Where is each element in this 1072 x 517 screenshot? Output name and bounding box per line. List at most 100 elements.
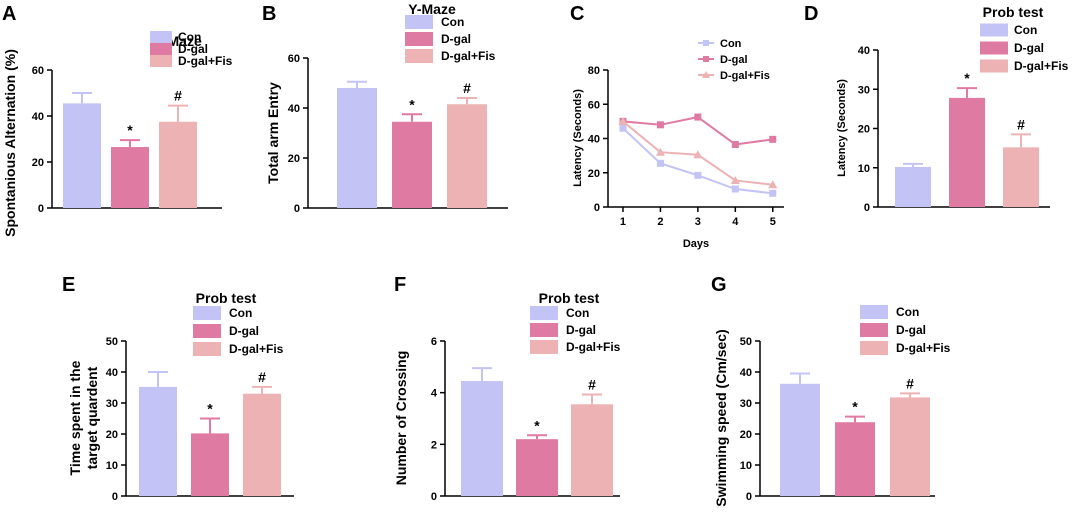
y-tick-label: 40 bbox=[106, 367, 118, 379]
legend-label: D-gal+Fis bbox=[229, 342, 284, 356]
x-tick-label: 5 bbox=[770, 216, 776, 228]
significance-star: * bbox=[852, 399, 858, 415]
legend-swatch bbox=[980, 59, 1008, 73]
significance-star: * bbox=[207, 401, 213, 417]
legend-label: D-gal+Fis bbox=[720, 70, 770, 82]
significance-star: * bbox=[127, 122, 133, 138]
legend-swatch bbox=[530, 323, 558, 337]
x-tick-label: 3 bbox=[695, 216, 701, 228]
y-tick-label: 40 bbox=[858, 45, 870, 57]
legend-label: Con bbox=[441, 15, 464, 29]
y-tick-label: 60 bbox=[32, 65, 44, 77]
data-point bbox=[656, 121, 664, 129]
y-tick-label: 50 bbox=[106, 336, 118, 348]
y-axis-title: Time spent in thetarget quardent bbox=[67, 360, 100, 475]
panel-letter: F bbox=[394, 274, 406, 296]
y-tick-label: 20 bbox=[588, 168, 600, 180]
y-tick-label: 30 bbox=[740, 398, 752, 410]
data-point bbox=[656, 159, 664, 167]
y-axis-title: Latency (Seconds) bbox=[572, 89, 584, 187]
y-tick-label: 0 bbox=[294, 203, 300, 215]
significance-star: * bbox=[964, 70, 970, 86]
significance-hash: # bbox=[906, 375, 914, 391]
y-tick-label: 2 bbox=[431, 439, 437, 451]
data-point bbox=[694, 113, 702, 121]
x-axis-title: Days bbox=[683, 238, 709, 250]
y-tick-label: 40 bbox=[588, 134, 600, 146]
legend-label: D-gal+Fis bbox=[896, 341, 951, 355]
bar-d-gal bbox=[835, 422, 875, 496]
panel-letter: G bbox=[711, 274, 727, 296]
significance-hash: # bbox=[174, 88, 182, 104]
y-axis-title: Total arm Entry bbox=[265, 82, 281, 184]
bar-con bbox=[139, 386, 177, 496]
panel-e: E Prob test 0 10 20 30 40 50 Time spent in theta… bbox=[62, 274, 294, 503]
legend-swatch bbox=[150, 55, 172, 67]
panel-d: D Prob test 0 10 20 30 40 Latency (Seconds) * # Co… bbox=[804, 3, 1069, 214]
data-point bbox=[731, 185, 739, 193]
legend-label: D-gal bbox=[1014, 41, 1044, 55]
bar-d-gal bbox=[949, 97, 985, 207]
legend-swatch bbox=[193, 306, 221, 320]
bar-con bbox=[780, 383, 820, 496]
legend-label: D-gal bbox=[566, 323, 596, 337]
bar-con bbox=[895, 166, 931, 207]
chart-title: Prob test bbox=[196, 290, 257, 306]
y-tick-label: 50 bbox=[740, 336, 752, 348]
legend-label: Con bbox=[229, 306, 252, 320]
y-tick-label: 0 bbox=[38, 203, 44, 215]
data-point bbox=[731, 140, 739, 148]
significance-hash: # bbox=[463, 80, 471, 96]
bar-con bbox=[337, 88, 377, 208]
y-tick-label: 20 bbox=[106, 429, 118, 441]
legend-swatch bbox=[405, 49, 433, 63]
legend-swatch bbox=[193, 324, 221, 338]
y-tick-label: 4 bbox=[431, 388, 438, 400]
legend-label: D-gal bbox=[178, 42, 208, 56]
y-tick-label: 40 bbox=[288, 103, 300, 115]
legend-swatch bbox=[980, 41, 1008, 55]
legend-label: D-gal bbox=[229, 324, 259, 338]
significance-hash: # bbox=[588, 376, 596, 392]
panel-letter: A bbox=[2, 3, 16, 25]
panel-letter: D bbox=[804, 3, 818, 25]
legend-swatch bbox=[860, 323, 888, 337]
y-tick-label: 0 bbox=[594, 202, 600, 214]
legend-label: Con bbox=[566, 306, 589, 320]
legend-label: D-gal bbox=[441, 32, 471, 46]
legend-label: Con bbox=[178, 30, 201, 44]
data-point bbox=[768, 180, 778, 189]
significance-star: * bbox=[409, 96, 415, 112]
y-tick-label: 30 bbox=[106, 398, 118, 410]
y-tick-label: 30 bbox=[858, 84, 870, 96]
legend-swatch bbox=[150, 43, 172, 55]
panel-c: C 0 20 40 60 80 Latency (Seconds) 1 2 3 4 5 Days Con D… bbox=[570, 3, 784, 250]
y-axis-title: Number of Crossing bbox=[393, 351, 409, 486]
bar-d-gal bbox=[516, 439, 558, 496]
chart-title: Y-Maze bbox=[408, 1, 456, 17]
panel-b: B Y-Maze 0 20 40 60 Total arm Entry * # Con D-gal D… bbox=[262, 1, 508, 215]
legend-label: D-gal+Fis bbox=[441, 49, 496, 63]
legend-swatch bbox=[530, 306, 558, 320]
y-tick-label: 60 bbox=[288, 53, 300, 65]
legend-label: D-gal+Fis bbox=[566, 340, 621, 354]
legend-label: D-gal bbox=[896, 323, 926, 337]
bar-d-gal-fis bbox=[890, 397, 930, 496]
y-tick-label: 40 bbox=[32, 111, 44, 123]
y-tick-label: 20 bbox=[288, 153, 300, 165]
panel-letter: B bbox=[262, 3, 276, 25]
legend-swatch bbox=[405, 32, 433, 46]
bar-d-gal bbox=[111, 147, 149, 208]
data-point bbox=[769, 189, 777, 197]
panel-g: G 0 10 20 30 40 50 Swimming speed (Cm/sec) * # Con… bbox=[711, 274, 951, 507]
y-axis-title-line: target quardent bbox=[84, 366, 100, 469]
bar-d-gal-fis bbox=[243, 393, 281, 496]
y-tick-label: 20 bbox=[740, 429, 752, 441]
panel-letter: C bbox=[570, 3, 584, 25]
legend-label: D-gal+Fis bbox=[178, 54, 233, 68]
y-tick-label: 6 bbox=[431, 336, 437, 348]
data-point bbox=[694, 171, 702, 179]
y-axis-title: Spontanious Alternation (%) bbox=[2, 49, 18, 237]
bar-d-gal-fis bbox=[571, 404, 613, 496]
